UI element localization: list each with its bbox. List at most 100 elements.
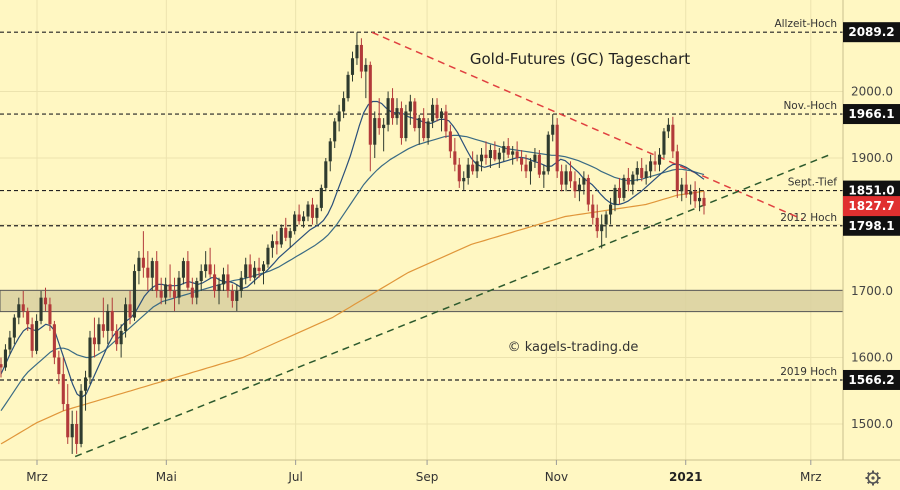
candle-body bbox=[426, 121, 430, 139]
candle-body bbox=[8, 337, 12, 350]
level-price-tag-label: 1566.2 bbox=[848, 373, 894, 387]
candle bbox=[248, 254, 252, 282]
candle bbox=[524, 154, 528, 178]
candle bbox=[230, 284, 234, 308]
candle-body bbox=[204, 264, 208, 272]
candle-body bbox=[377, 118, 381, 129]
candle bbox=[235, 284, 239, 311]
gear-icon[interactable] bbox=[865, 470, 881, 486]
x-tick-label: Mrz bbox=[26, 470, 48, 484]
candle bbox=[653, 151, 657, 172]
candle-body bbox=[21, 304, 25, 311]
x-tick-label: Mrz bbox=[800, 470, 822, 484]
candle bbox=[43, 287, 48, 311]
level-price-tag-label: 1966.1 bbox=[848, 107, 894, 121]
candle-body bbox=[582, 177, 586, 185]
candle bbox=[613, 184, 617, 212]
candle-body bbox=[466, 164, 470, 178]
candle bbox=[61, 357, 65, 411]
candle-body bbox=[435, 104, 439, 119]
candle-body bbox=[190, 287, 194, 298]
candle bbox=[377, 98, 381, 135]
candle bbox=[12, 314, 16, 345]
candle bbox=[150, 257, 154, 291]
candle-body bbox=[502, 146, 506, 153]
candle-body bbox=[631, 174, 635, 185]
candle bbox=[577, 177, 581, 202]
candle bbox=[324, 158, 328, 192]
candle bbox=[431, 98, 435, 129]
candle-body bbox=[511, 151, 515, 155]
candle-body bbox=[537, 154, 541, 175]
candle bbox=[110, 297, 114, 338]
candle bbox=[355, 32, 359, 65]
candle bbox=[399, 101, 403, 145]
candle bbox=[497, 148, 501, 168]
candle bbox=[221, 267, 226, 291]
candle bbox=[560, 164, 564, 192]
level-price-tag: 1851.0 bbox=[843, 180, 900, 201]
candle bbox=[586, 174, 590, 212]
candle-body bbox=[132, 271, 137, 318]
candle-body bbox=[235, 291, 239, 301]
candle bbox=[515, 141, 519, 162]
candle bbox=[8, 330, 12, 355]
candle-body bbox=[66, 404, 70, 438]
candle-body bbox=[333, 121, 337, 142]
candle bbox=[346, 71, 350, 102]
candle-body bbox=[457, 164, 461, 182]
candle-body bbox=[159, 291, 163, 298]
candle bbox=[39, 291, 43, 325]
candle bbox=[137, 251, 141, 285]
candle-body bbox=[520, 158, 524, 165]
level-price-tag-bg bbox=[843, 180, 900, 201]
candle bbox=[17, 297, 21, 325]
candle bbox=[435, 98, 439, 122]
candle bbox=[30, 317, 34, 358]
grid bbox=[0, 0, 843, 460]
candle-body bbox=[346, 74, 350, 99]
candle-body bbox=[181, 261, 185, 278]
candle bbox=[698, 187, 702, 212]
candle-body bbox=[431, 104, 435, 122]
candle-body bbox=[666, 124, 670, 132]
candle-body bbox=[266, 247, 270, 265]
candle bbox=[101, 297, 105, 338]
candle-body bbox=[564, 171, 568, 185]
candle-body bbox=[528, 161, 533, 172]
candle bbox=[542, 164, 546, 188]
last-price-tag: 1827.7 bbox=[843, 196, 900, 217]
candle-body bbox=[350, 58, 355, 75]
candle-body bbox=[622, 177, 626, 198]
level-annotation: 2012 Hoch bbox=[780, 212, 837, 224]
candle-body bbox=[484, 154, 488, 158]
candle bbox=[159, 277, 163, 305]
candle-body bbox=[115, 330, 119, 345]
candle bbox=[164, 277, 168, 305]
candle-body bbox=[635, 167, 639, 175]
candle bbox=[684, 171, 688, 198]
candle-body bbox=[675, 151, 679, 192]
x-tick-label: Jul bbox=[287, 470, 302, 484]
candle-body bbox=[70, 424, 74, 438]
candle bbox=[239, 271, 243, 298]
candle bbox=[177, 271, 181, 305]
y-tick-label: 2000.0 bbox=[851, 85, 893, 99]
candle bbox=[448, 124, 452, 158]
candle bbox=[622, 174, 626, 202]
level-annotation: Sept.-Tief bbox=[788, 177, 838, 189]
candle-body bbox=[399, 108, 403, 139]
candle bbox=[359, 38, 363, 79]
level-price-tag-bg bbox=[843, 215, 900, 236]
candle bbox=[604, 211, 608, 238]
candle-body bbox=[684, 184, 688, 195]
candle bbox=[617, 177, 622, 205]
candle bbox=[217, 277, 221, 305]
level-annotation: Nov.-Hoch bbox=[783, 100, 837, 112]
candle-body bbox=[106, 310, 110, 331]
level-price-tag-label: 1851.0 bbox=[848, 184, 894, 198]
time-axis: Mrz Mai Jul Sep Nov 2021 Mrz bbox=[26, 460, 822, 484]
candle-body bbox=[702, 197, 706, 206]
candle bbox=[26, 307, 30, 331]
